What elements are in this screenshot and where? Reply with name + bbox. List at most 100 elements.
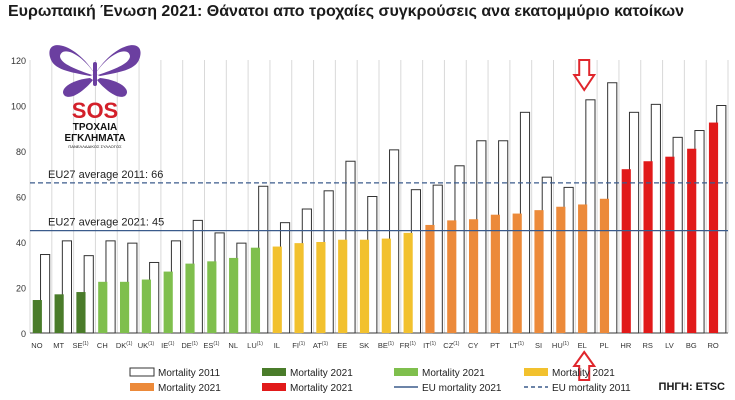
bar-2021-ee — [338, 239, 348, 333]
bar-2021-pl — [599, 198, 610, 333]
x-tick-label: EL — [578, 341, 587, 350]
x-tick-label: CH — [97, 341, 108, 350]
bar-2021-fr — [403, 232, 413, 333]
legend-label: Mortality 2021 — [158, 383, 221, 394]
bar-2021-lu — [250, 247, 261, 333]
legend-swatch — [524, 368, 548, 376]
bar-2021-de — [185, 263, 195, 333]
bar-2021-lv — [665, 156, 675, 333]
logo-line4: ΠΑΝΕΛΛΑΔΙΚΟΣ ΣΥΛΛΟΓΟΣ — [68, 144, 122, 149]
bar-2021-se — [76, 292, 86, 333]
y-tick-label: 40 — [16, 238, 26, 248]
reference-line-label: EU27 average 2011: 66 — [48, 169, 163, 181]
x-tick-label: ES(1) — [203, 341, 219, 350]
legend-swatch — [130, 383, 154, 391]
legend-label: EU mortality 2021 — [422, 383, 502, 394]
logo-line2: ΤΡΟΧΑΙΑ — [73, 122, 117, 133]
legend-label: Mortality 2021 — [422, 368, 485, 379]
x-tick-label: PT — [490, 341, 500, 350]
x-tick-label: LU(1) — [247, 341, 263, 350]
y-tick-labels: 0 20 40 60 80 100 120 — [11, 56, 26, 339]
y-tick-label: 100 — [11, 102, 26, 112]
x-tick-label: CY — [468, 341, 478, 350]
legend: Mortality 2011 Mortality 2021 Mortality 20… — [129, 367, 631, 394]
x-tick-label: SK — [359, 341, 369, 350]
arrow-up-icon — [572, 350, 597, 381]
bar-2021-si — [534, 210, 544, 333]
highlight-arrows — [572, 59, 597, 381]
x-tick-label: AT(1) — [313, 341, 328, 350]
x-tick-label: FR(1) — [400, 341, 416, 350]
chart-title: Ευρωπαική Ένωση 2021: Θάνατοι απο τροχαί… — [8, 3, 685, 20]
x-tick-label: NO — [31, 341, 42, 350]
y-tick-label: 20 — [16, 284, 26, 294]
sos-logo: SOS ΤΡΟΧΑΙΑ ΕΓΚΛΗΜΑΤΑ ΠΑΝΕΛΛΑΔΙΚΟΣ ΣΥΛΛΟ… — [49, 45, 141, 149]
y-tick-label: 80 — [16, 147, 26, 157]
x-tick-label: LV — [665, 341, 674, 350]
series-2021-bars — [32, 122, 719, 333]
legend-swatch — [129, 367, 155, 377]
bar-2021-il — [272, 246, 282, 333]
bar-2021-be — [381, 238, 391, 333]
bar-2021-cz — [447, 220, 457, 333]
legend-swatch — [394, 368, 418, 376]
butterfly-icon — [49, 45, 141, 97]
bar-2021-hr — [621, 169, 631, 333]
arrow-down-icon — [572, 59, 597, 92]
bar-2021-dk — [119, 281, 130, 333]
bar-2021-es — [207, 261, 217, 333]
bar-2021-cy — [468, 219, 479, 333]
x-tick-label: CZ(1) — [443, 341, 459, 350]
x-tick-label: FI(1) — [292, 341, 305, 350]
bar-2011-no — [40, 254, 51, 334]
x-tick-label: IL — [274, 341, 280, 350]
legend-label: Mortality 2021 — [552, 368, 615, 379]
bar-2021-hu — [556, 206, 566, 333]
x-tick-label: MT — [53, 341, 64, 350]
bar-2021-no — [32, 300, 42, 333]
x-tick-label: UK(1) — [138, 341, 155, 350]
x-tick-label: IT(1) — [423, 341, 436, 350]
legend-swatch — [262, 383, 286, 391]
y-tick-label: 60 — [16, 193, 26, 203]
bar-2021-at — [316, 242, 326, 333]
bar-2021-ie — [163, 271, 173, 333]
x-tick-label: BE(1) — [378, 341, 394, 350]
x-tick-label: SE(1) — [72, 341, 88, 350]
y-tick-label: 120 — [11, 56, 26, 66]
x-tick-label: IE(1) — [161, 341, 175, 350]
x-tick-label: RO — [707, 341, 718, 350]
x-tick-label: SI — [535, 341, 542, 350]
bar-2021-mt — [54, 294, 64, 333]
bar-2021-el — [578, 204, 588, 333]
grid-lines — [29, 60, 729, 333]
bar-2021-ro — [708, 122, 719, 333]
legend-label: Mortality 2021 — [290, 383, 353, 394]
legend-swatch — [262, 368, 286, 376]
logo-line3: ΕΓΚΛΗΜΑΤΑ — [64, 133, 125, 144]
logo-sos-text: SOS — [72, 98, 118, 123]
x-tick-label: HR — [620, 341, 631, 350]
bar-2021-uk — [141, 279, 151, 333]
bar-2021-lt — [512, 213, 522, 333]
x-tick-label: PL — [599, 341, 608, 350]
bar-2021-pt — [490, 214, 500, 333]
bar-2021-ch — [98, 281, 108, 333]
x-tick-labels: NO MT SE(1) CH DK(1) UK(1) IE(1) DE(1) ES(1) NL LU… — [31, 341, 719, 350]
legend-label: Mortality 2011 — [158, 368, 221, 379]
source-note: ΠΗΓΗ: ETSC — [658, 381, 726, 393]
bar-2021-bg — [687, 148, 697, 333]
bar-2011-mt — [61, 240, 73, 334]
reference-lines: EU27 average 2011: 66 EU27 average 2021: … — [30, 169, 728, 232]
bar-2021-nl — [229, 257, 239, 333]
x-tick-label: EE — [337, 341, 347, 350]
x-tick-label: HU(1) — [552, 341, 569, 350]
x-tick-label: DK(1) — [116, 341, 133, 350]
legend-label: EU mortality 2011 — [552, 383, 631, 394]
x-tick-label: LT(1) — [510, 341, 525, 350]
bar-2021-fi — [294, 243, 304, 333]
bar-2021-it — [425, 224, 435, 333]
x-tick-label: DE(1) — [181, 341, 198, 350]
x-tick-label: NL — [228, 341, 238, 350]
